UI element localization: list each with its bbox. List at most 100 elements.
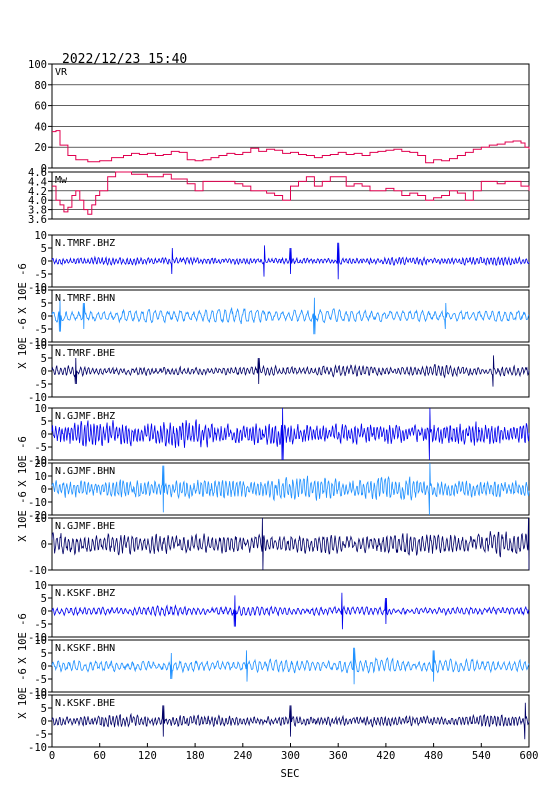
y-tick-label: -5 — [34, 269, 47, 281]
x-tick-label: 300 — [281, 750, 300, 762]
x-tick-label: 180 — [186, 750, 205, 762]
y-tick-label: 40 — [34, 121, 47, 133]
waveform — [51, 297, 530, 335]
y-tick-label: 80 — [34, 80, 47, 92]
y-tick-label: 60 — [34, 101, 47, 113]
y-tick-label: 10 — [34, 580, 47, 592]
y-tick-label: 0 — [41, 484, 47, 496]
y-tick-label: -10 — [28, 392, 47, 404]
panel-label: N.TMRF.BHN — [55, 293, 115, 304]
y-tick-label: -10 — [28, 282, 47, 294]
panel-vr: 100 80 60 40 20 0 VR — [28, 59, 530, 175]
y-tick-label: -10 — [28, 337, 47, 349]
x-tick-label: 360 — [329, 750, 348, 762]
y-tick-label: 3.8 — [28, 205, 47, 217]
y-tick-label: 10 — [34, 690, 47, 702]
y-tick-label: 5 — [41, 353, 47, 365]
y-tick-label: -10 — [28, 455, 47, 467]
y-unit-label: X 10E -6 — [17, 613, 29, 664]
panel-label: N.KSKF.BHZ — [55, 588, 115, 599]
y-tick-label: 5 — [41, 703, 47, 715]
y-tick-label: 0 — [41, 366, 47, 378]
waveform — [51, 592, 530, 630]
panel-label: N.KSKF.BHE — [55, 698, 115, 709]
y-unit-label: X 10E -6 — [17, 263, 29, 314]
y-tick-label: 4.0 — [28, 195, 47, 207]
x-tick-label: 600 — [520, 750, 539, 762]
y-tick-label: -10 — [28, 632, 47, 644]
y-tick-label: 0 — [41, 716, 47, 728]
y-tick-label: -20 — [28, 510, 47, 522]
x-tick-label: 420 — [376, 750, 395, 762]
y-tick-label: -10 — [28, 742, 47, 754]
panel-frame — [51, 63, 530, 169]
y-tick-label: -10 — [28, 565, 47, 577]
panel-frame — [51, 171, 530, 220]
x-axis-label: SEC — [281, 768, 300, 780]
y-tick-label: -5 — [34, 674, 47, 686]
y-tick-label: 0 — [41, 661, 47, 673]
x-tick-label: 240 — [233, 750, 252, 762]
y-tick-label: 0 — [41, 539, 47, 551]
panel-label: N.GJMF.BHN — [55, 466, 115, 477]
y-tick-label: 5 — [41, 243, 47, 255]
waveform — [51, 517, 530, 571]
y-tick-label: 10 — [34, 403, 47, 415]
series-line — [52, 171, 530, 215]
y-unit-label: X 10E -6 — [17, 318, 29, 369]
x-tick-label: 120 — [138, 750, 157, 762]
y-tick-label: 10 — [34, 513, 47, 525]
y-tick-label: 5 — [41, 648, 47, 660]
y-tick-label: -10 — [28, 497, 47, 509]
y-tick-label: 4.6 — [28, 167, 47, 179]
y-tick-label: 20 — [34, 142, 47, 154]
y-tick-label: 5 — [41, 416, 47, 428]
waveform — [51, 355, 530, 387]
y-tick-label: 100 — [28, 59, 47, 71]
panel-label: N.TMRF.BHE — [55, 348, 115, 359]
y-tick-label: -5 — [34, 324, 47, 336]
x-tick-label: 540 — [472, 750, 491, 762]
panel-mw: 4.64.44.24.03.83.6 Mw — [28, 167, 530, 226]
waveform — [51, 647, 530, 685]
series-line — [52, 130, 530, 164]
panel-label: N.GJMF.BHZ — [55, 411, 115, 422]
panel-label: Mw — [55, 175, 68, 186]
y-unit-label: X 10E -6 — [17, 436, 29, 487]
y-unit-label: X 10E -6 — [17, 668, 29, 719]
panel-label: VR — [55, 67, 68, 78]
panel-label: N.KSKF.BHN — [55, 643, 115, 654]
x-tick-label: 480 — [424, 750, 443, 762]
chart-datetime: 2022/12/23 15:40 — [62, 52, 187, 67]
y-tick-label: -10 — [28, 687, 47, 699]
y-unit-label: X 10E -6 — [17, 491, 29, 542]
panel-label: N.TMRF.BHZ — [55, 238, 115, 249]
y-tick-label: -5 — [34, 619, 47, 631]
y-tick-label: 10 — [34, 230, 47, 242]
waveform — [51, 407, 530, 461]
y-tick-label: -5 — [34, 379, 47, 391]
y-tick-label: 0 — [41, 163, 47, 175]
panel-n-gjmf-bhe: 10 0 -10 N.GJMF.BHE — [28, 513, 530, 577]
y-tick-label: 5 — [41, 593, 47, 605]
y-tick-label: 5 — [41, 298, 47, 310]
x-tick-label: 60 — [93, 750, 106, 762]
y-tick-label: 0 — [41, 429, 47, 441]
y-tick-label: -5 — [34, 442, 47, 454]
panel-label: N.GJMF.BHE — [55, 521, 115, 532]
y-tick-label: 4.4 — [28, 176, 47, 188]
y-tick-label: 10 — [34, 340, 47, 352]
y-tick-label: 0 — [41, 256, 47, 268]
y-tick-label: 3.6 — [28, 214, 47, 226]
y-tick-label: 10 — [34, 285, 47, 297]
waveform — [51, 702, 530, 740]
